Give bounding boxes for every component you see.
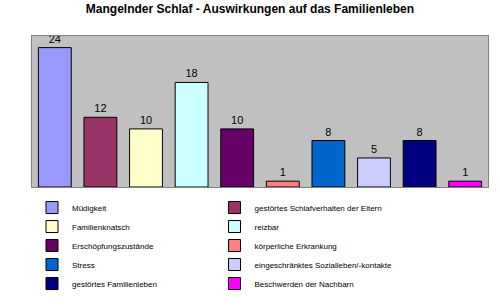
svg-text:5: 5 [371,143,377,155]
svg-text:18: 18 [185,67,197,79]
svg-text:10: 10 [231,114,243,126]
svg-text:eingeschränktes Sozialleben/-k: eingeschränktes Sozialleben/-kontakte [255,261,393,270]
svg-text:Mangelnder Schlaf - Auswirkung: Mangelnder Schlaf - Auswirkungen auf das… [86,2,414,16]
svg-text:8: 8 [325,126,331,138]
svg-text:Beschwerden der Nachbarn: Beschwerden der Nachbarn [255,280,354,289]
svg-text:reizbar: reizbar [255,223,280,232]
svg-text:gestörtes Schlafverhalten der: gestörtes Schlafverhalten der Eltern [255,204,382,213]
svg-text:körperliche Erkrankung: körperliche Erkrankung [255,242,337,251]
svg-text:24: 24 [49,33,61,45]
svg-text:8: 8 [417,126,423,138]
svg-text:1: 1 [280,166,286,178]
svg-text:Stress: Stress [72,261,95,270]
svg-text:12: 12 [94,102,106,114]
svg-text:gestörtes Familienleben: gestörtes Familienleben [72,280,157,289]
svg-text:Müdigkeit: Müdigkeit [72,204,107,213]
svg-text:10: 10 [140,114,152,126]
svg-text:1: 1 [462,166,468,178]
svg-text:Familienknatsch: Familienknatsch [72,223,130,232]
svg-text:Erschöpfungszustände: Erschöpfungszustände [72,242,154,251]
